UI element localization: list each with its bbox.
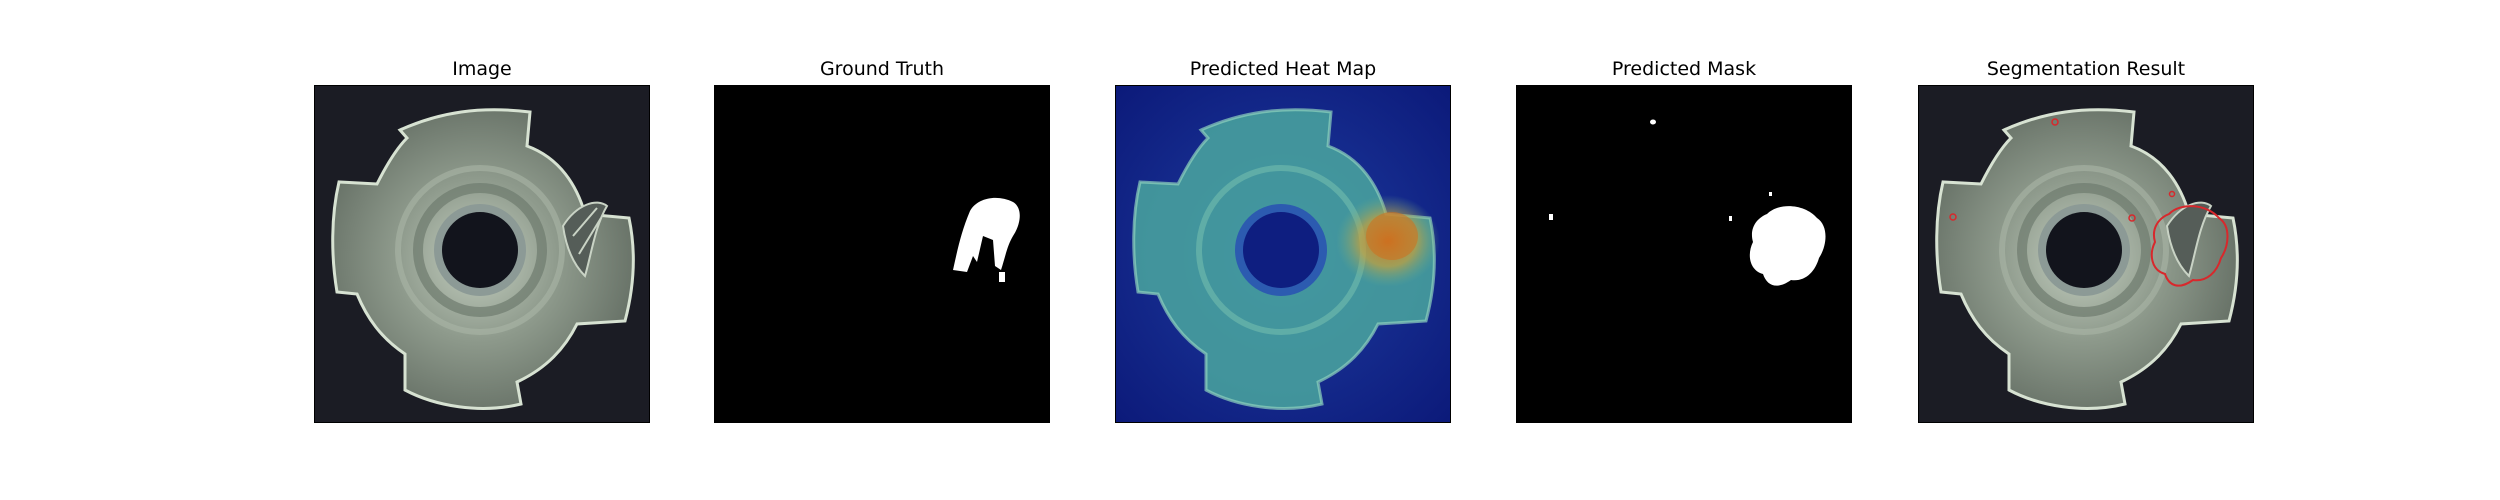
ground-truth-frame [714,85,1050,423]
segmentation-result-image [1919,86,2253,422]
panel-segmentation-result: Segmentation Result [1918,58,2254,423]
heat-map-frame [1115,85,1451,423]
panel-title: Predicted Heat Map [1189,58,1377,80]
image-frame [314,85,650,423]
panel-title: Image [452,58,512,80]
panel-ground-truth: Ground Truth [714,58,1050,423]
panel-title: Ground Truth [819,58,945,80]
panel-image: Image [314,58,650,423]
panel-heat-map: Predicted Heat Map [1115,58,1451,423]
input-photo [315,86,649,422]
predicted-mask-image [1517,86,1851,422]
panel-title: Segmentation Result [1986,58,2186,80]
ground-truth-mask [715,86,1049,422]
panel-predicted-mask: Predicted Mask [1516,58,1852,423]
panel-title: Predicted Mask [1611,58,1757,80]
predicted-mask-frame [1516,85,1852,423]
heat-map-image [1116,86,1450,422]
segmentation-result-frame [1918,85,2254,423]
